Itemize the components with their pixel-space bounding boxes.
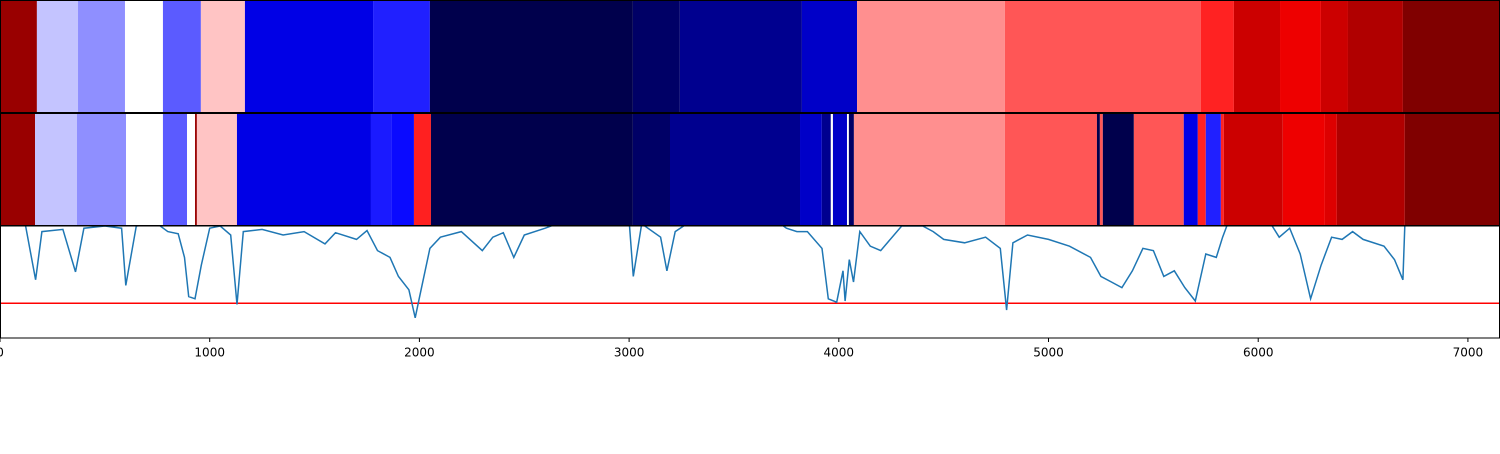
segment — [162, 114, 188, 225]
segment — [1220, 114, 1224, 225]
segment — [1099, 114, 1103, 225]
segment — [36, 1, 79, 112]
segment — [1183, 114, 1198, 225]
segment — [1223, 114, 1283, 225]
segment — [1336, 114, 1405, 225]
segment — [1197, 114, 1206, 225]
x-tick-label: 4000 — [824, 346, 855, 360]
segment — [1347, 1, 1403, 112]
segment — [679, 1, 802, 112]
segment — [78, 1, 125, 112]
segment — [800, 114, 822, 225]
segment — [162, 1, 201, 112]
x-tick-label: 1000 — [194, 346, 225, 360]
x-tick-label: 3000 — [614, 346, 645, 360]
segment — [429, 1, 633, 112]
segment — [1102, 114, 1134, 225]
segment — [373, 1, 430, 112]
segment — [1205, 114, 1221, 225]
segment — [846, 114, 849, 225]
segment — [1233, 1, 1281, 112]
segment — [244, 1, 374, 112]
x-tick-label: 6000 — [1243, 346, 1274, 360]
segment — [830, 114, 833, 225]
segment — [413, 114, 431, 225]
segment — [1133, 114, 1184, 225]
x-tick-label: 0 — [0, 346, 4, 360]
x-tick-label: 7000 — [1453, 346, 1484, 360]
segment — [821, 114, 831, 225]
segment — [200, 1, 245, 112]
segment — [370, 114, 392, 225]
segment — [430, 114, 633, 225]
segment — [0, 1, 37, 112]
segment — [632, 1, 680, 112]
segment — [0, 114, 36, 225]
segment — [76, 114, 127, 225]
segment — [126, 114, 163, 225]
plot-frame — [0, 225, 1500, 339]
segment — [1324, 114, 1337, 225]
segment — [632, 114, 670, 225]
segment — [1402, 1, 1500, 112]
segment — [187, 114, 196, 225]
segment — [1200, 1, 1234, 112]
segment — [391, 114, 414, 225]
segment — [1282, 114, 1325, 225]
segment — [1004, 1, 1201, 112]
segment — [196, 114, 237, 225]
segment — [1004, 114, 1097, 225]
segment — [832, 114, 847, 225]
segment — [1404, 114, 1500, 225]
x-tick-label: 2000 — [404, 346, 435, 360]
confidence-line — [24, 226, 1406, 318]
segment — [1096, 114, 1100, 225]
segment — [801, 1, 858, 112]
segment — [669, 114, 801, 225]
x-tick-label: 5000 — [1033, 346, 1064, 360]
segment — [857, 1, 1005, 112]
segment — [853, 114, 1005, 225]
segment — [35, 114, 77, 225]
segment — [1280, 1, 1321, 112]
segment — [1320, 1, 1348, 112]
segment — [848, 114, 854, 225]
segment — [124, 1, 163, 112]
segment — [236, 114, 371, 225]
segment — [195, 114, 197, 225]
